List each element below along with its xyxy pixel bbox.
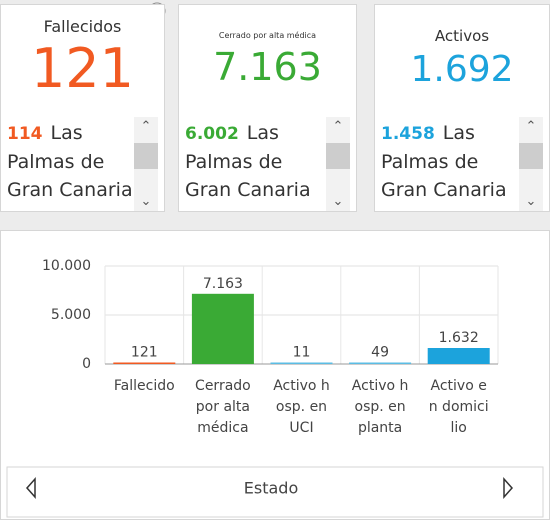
bar — [113, 362, 176, 364]
chart-panel: Estado 0 5.000 10.000 121 7.163 11 49 1.632 Fal… — [0, 230, 550, 520]
indicator-card: Fallecidos 121 114 Las Palmas de Gran Canar… — [0, 4, 165, 212]
x-tick-label: Fallecido — [113, 378, 175, 394]
value-label: 7.163 — [203, 276, 243, 292]
thumb — [134, 143, 158, 169]
scrollbar: ⌃ ⌄ — [134, 117, 158, 211]
scrollbar: ⌃ ⌄ — [326, 117, 350, 211]
scroll-down[interactable]: ⌄ — [525, 194, 537, 209]
item-text: Las Palmas de Gran Canaria — [381, 122, 507, 201]
value-label: 121 — [131, 345, 158, 361]
bar — [270, 362, 333, 364]
bar — [349, 362, 412, 364]
scroll-up[interactable]: ⌃ — [525, 119, 537, 134]
x-tick-label: Cerrado por alta médica — [195, 378, 251, 436]
value-label: 1.632 — [439, 330, 479, 346]
nav-bar — [6, 466, 544, 518]
thumb — [326, 143, 350, 169]
chart: Estado 0 5.000 10.000 121 7.163 11 49 1.632 — [6, 258, 544, 518]
item-value: 114 — [7, 124, 43, 144]
y-tick-label: 5.000 — [51, 307, 91, 323]
scroll-down[interactable]: ⌄ — [140, 194, 152, 209]
card-value: 1.692 — [410, 49, 514, 90]
item-value: 1.458 — [381, 124, 435, 144]
next-arrow[interactable] — [503, 477, 514, 499]
card-title: Cerrado por alta médica — [218, 31, 317, 40]
card-list: 114 Las Palmas de Gran Canaria — [7, 119, 134, 211]
bar — [191, 293, 254, 364]
item-text: Las Palmas de Gran Canaria — [7, 122, 133, 201]
item-text: Las Palmas de Gran Canaria — [185, 122, 311, 201]
card-value: 121 — [30, 37, 135, 100]
scroll-down[interactable]: ⌄ — [332, 194, 344, 209]
x-tick-label: Activo hosp. en UCI — [273, 378, 330, 436]
x-axis-title: Estado — [244, 479, 298, 498]
item-value: 6.002 — [185, 124, 239, 144]
scroll-up[interactable]: ⌃ — [140, 119, 152, 134]
value-label: 49 — [371, 345, 389, 361]
indicator-card: Cerrado por alta médica 7.163 6.002 Las Pal… — [178, 4, 357, 212]
prev-arrow[interactable] — [25, 477, 36, 499]
y-tick-label: 10.000 — [42, 258, 91, 274]
scroll-up[interactable]: ⌃ — [332, 119, 344, 134]
y-tick-label: 0 — [82, 356, 91, 372]
x-tick-label: Activo en domicilio — [428, 378, 489, 436]
card-title: Activos — [434, 27, 490, 45]
thumb — [519, 143, 543, 169]
x-tick-label: Activo hosp. en planta — [351, 378, 409, 436]
card-title: Fallecidos — [43, 17, 122, 36]
card-list: 6.002 Las Palmas de Gran Canaria — [185, 119, 326, 211]
indicator-card: Activos 1.692 1.458 Las Palmas de Gran Cana… — [374, 4, 550, 212]
value-label: 11 — [293, 345, 311, 361]
bar — [427, 348, 490, 364]
scrollbar: ⌃ ⌄ — [519, 117, 543, 211]
card-list: 1.458 Las Palmas de Gran Canaria — [381, 119, 519, 211]
card-value: 7.163 — [213, 45, 322, 89]
